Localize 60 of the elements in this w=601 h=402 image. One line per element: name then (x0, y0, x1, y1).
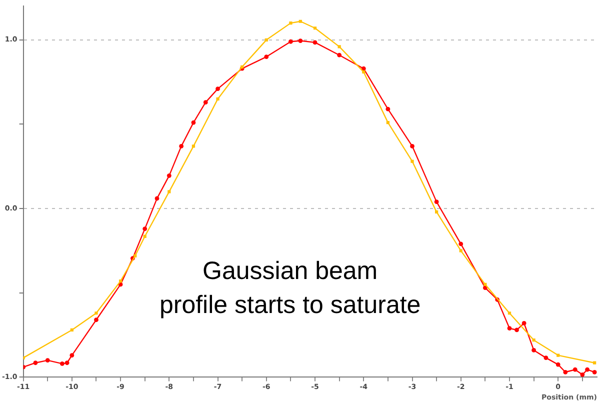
point (563, 370, 568, 374)
point (134, 254, 137, 258)
point (216, 97, 220, 101)
point (585, 367, 590, 372)
point (118, 280, 122, 283)
point (522, 321, 526, 326)
point (142, 226, 148, 231)
point (459, 249, 462, 252)
point (192, 144, 196, 148)
point (435, 210, 438, 214)
point (70, 353, 74, 358)
point (298, 38, 303, 43)
point (143, 234, 146, 238)
point (508, 312, 512, 315)
point (94, 318, 98, 322)
point (264, 38, 268, 42)
point (532, 348, 536, 352)
point (70, 328, 74, 332)
point (410, 160, 414, 163)
point (179, 144, 184, 148)
annotation: Gaussian beam profile starts to saturate (159, 257, 421, 320)
point (386, 121, 390, 124)
point (60, 362, 64, 366)
point (572, 367, 578, 372)
point (264, 54, 269, 59)
point (45, 358, 50, 363)
point (386, 106, 390, 112)
point (482, 286, 488, 290)
point (544, 356, 548, 360)
point (556, 362, 560, 367)
point (94, 312, 98, 315)
point (216, 86, 220, 92)
point (556, 354, 560, 357)
point (361, 66, 366, 71)
point (64, 360, 70, 366)
point (191, 120, 196, 125)
point (484, 282, 487, 286)
point (593, 361, 596, 364)
point (166, 173, 172, 178)
point (168, 190, 171, 194)
point (362, 70, 366, 74)
point (337, 52, 342, 58)
point (514, 328, 519, 332)
point (154, 196, 160, 201)
point (289, 22, 292, 25)
point (312, 40, 318, 45)
point (240, 65, 244, 68)
point (313, 26, 317, 30)
point (203, 100, 208, 105)
point (33, 360, 38, 366)
point (434, 200, 439, 204)
point (592, 370, 597, 374)
point (580, 372, 585, 377)
point (458, 242, 464, 246)
point (410, 144, 414, 148)
point (298, 20, 302, 23)
point (338, 45, 341, 48)
point (288, 39, 293, 44)
point (532, 338, 536, 342)
point (507, 326, 512, 330)
